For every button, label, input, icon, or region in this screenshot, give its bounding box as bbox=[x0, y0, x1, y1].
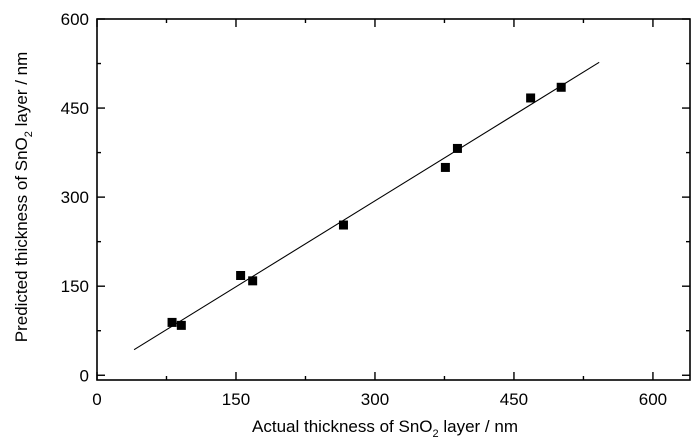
x-tick-label: 150 bbox=[222, 390, 250, 409]
plot-frame bbox=[96, 18, 691, 381]
data-point bbox=[452, 143, 462, 153]
y-tick-label: 0 bbox=[80, 366, 89, 385]
y-tick-label: 150 bbox=[61, 277, 89, 296]
data-point bbox=[236, 271, 246, 280]
data-points bbox=[167, 82, 566, 330]
data-point bbox=[338, 220, 348, 230]
data-point bbox=[176, 320, 186, 330]
data-point bbox=[440, 162, 450, 172]
data-point bbox=[248, 276, 258, 286]
x-tick-label: 600 bbox=[639, 390, 667, 409]
x-axis-title: Actual thickness of SnO2 layer / nm bbox=[252, 417, 518, 440]
axis-ticks bbox=[96, 18, 690, 380]
fit-line bbox=[133, 61, 600, 351]
data-point bbox=[526, 93, 536, 103]
y-axis-title: Predicted thickness of SnO2 layer / nm bbox=[12, 52, 35, 343]
y-tick-label: 300 bbox=[61, 188, 89, 207]
data-point bbox=[556, 82, 566, 92]
x-tick-label: 0 bbox=[92, 390, 101, 409]
x-tick-label: 300 bbox=[361, 390, 389, 409]
y-tick-label: 600 bbox=[61, 10, 89, 29]
x-tick-label: 450 bbox=[500, 390, 528, 409]
y-tick-label: 450 bbox=[61, 99, 89, 118]
data-point bbox=[167, 317, 177, 327]
tick-labels: 0 150 300 450 600 0 150 300 450 600 bbox=[61, 10, 668, 409]
